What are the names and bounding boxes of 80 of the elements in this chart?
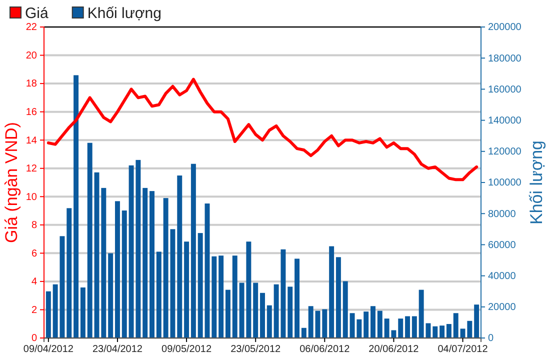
- bar: [440, 326, 445, 338]
- y-tick-label: 12: [26, 164, 38, 175]
- y2-tick-label: 120000: [488, 146, 522, 158]
- y2-tick-label: 160000: [488, 84, 522, 96]
- bar: [114, 201, 120, 338]
- bar: [101, 188, 106, 338]
- bar: [398, 318, 404, 338]
- y-axis-title: Giá (ngàn VND): [2, 122, 21, 243]
- bar: [94, 172, 100, 338]
- y-tick-label: 8: [31, 220, 38, 232]
- bar: [377, 310, 382, 338]
- bar: [212, 256, 217, 338]
- y-tick-label: 20: [26, 50, 38, 62]
- bar: [156, 252, 162, 338]
- x-tick-label: 04/07/2012: [438, 344, 488, 356]
- line-series: [46, 78, 478, 182]
- bar: [308, 306, 314, 338]
- y2-tick-label: 180000: [488, 53, 522, 64]
- bar: [87, 142, 92, 338]
- y2-tick-label: 80000: [488, 208, 516, 220]
- y-tick-label: 0: [31, 333, 38, 344]
- y2-tick-label: 60000: [488, 240, 516, 251]
- y-tick-label: 2: [31, 304, 38, 316]
- bar: [294, 258, 300, 338]
- y2-tick-label: 140000: [488, 116, 522, 126]
- y2-tick-label: 40000: [488, 271, 516, 282]
- y-tick-label: 22: [26, 22, 38, 34]
- y-tick-label: 10: [26, 192, 38, 203]
- bar: [225, 290, 230, 338]
- bar: [405, 316, 410, 338]
- x-tick-label: 06/06/2012: [300, 344, 350, 356]
- x-tick-label: 20/06/2012: [368, 344, 420, 356]
- bar: [74, 75, 79, 338]
- y2-tick-label: 100000: [488, 178, 522, 189]
- bar: [80, 287, 86, 338]
- bar: [122, 210, 127, 338]
- bar: [446, 324, 452, 338]
- y-tick-label: 6: [31, 248, 38, 260]
- bar: [177, 176, 182, 338]
- x-tick-label: 09/05/2012: [162, 344, 212, 356]
- bar: [418, 290, 424, 338]
- y2-tick-label: 0: [488, 333, 494, 344]
- bar: [66, 208, 72, 338]
- bar: [260, 292, 265, 338]
- y2-axis-title: Khối lượng: [527, 140, 546, 224]
- bar: [184, 242, 190, 338]
- bar: [301, 328, 306, 338]
- bar: [329, 246, 334, 338]
- bar: [46, 291, 51, 338]
- bar: [190, 164, 196, 338]
- bar: [370, 306, 376, 338]
- bar: [204, 203, 210, 338]
- bar: [142, 188, 148, 338]
- bar: [453, 313, 458, 338]
- y-tick-label: 18: [26, 78, 38, 90]
- y-tick-label: 4: [31, 276, 38, 288]
- bar: [336, 257, 341, 338]
- y-tick-label: 14: [26, 135, 38, 146]
- y-tick-label: 16: [26, 107, 38, 118]
- bar: [150, 191, 154, 338]
- bar: [253, 282, 258, 338]
- bar: [198, 233, 203, 338]
- x-tick-label: 23/05/2012: [230, 344, 282, 356]
- bar: [364, 312, 369, 338]
- bar: [108, 253, 114, 338]
- legend-label: Khối lượng: [87, 5, 162, 22]
- bar: [432, 326, 438, 338]
- bar: [232, 256, 238, 338]
- x-tick-label: 23/04/2012: [92, 344, 143, 356]
- x-tick-label: 09/04/2012: [23, 344, 74, 356]
- bar: [266, 305, 272, 338]
- bar: [322, 309, 328, 338]
- bar: [218, 256, 224, 338]
- y2-tick-label: 20000: [488, 302, 516, 314]
- bar: [474, 304, 480, 338]
- bar: [342, 281, 348, 338]
- bar: [412, 316, 417, 338]
- y2-tick-label: 200000: [488, 22, 522, 34]
- legend-label: Giá: [25, 5, 49, 22]
- bar: [288, 286, 293, 338]
